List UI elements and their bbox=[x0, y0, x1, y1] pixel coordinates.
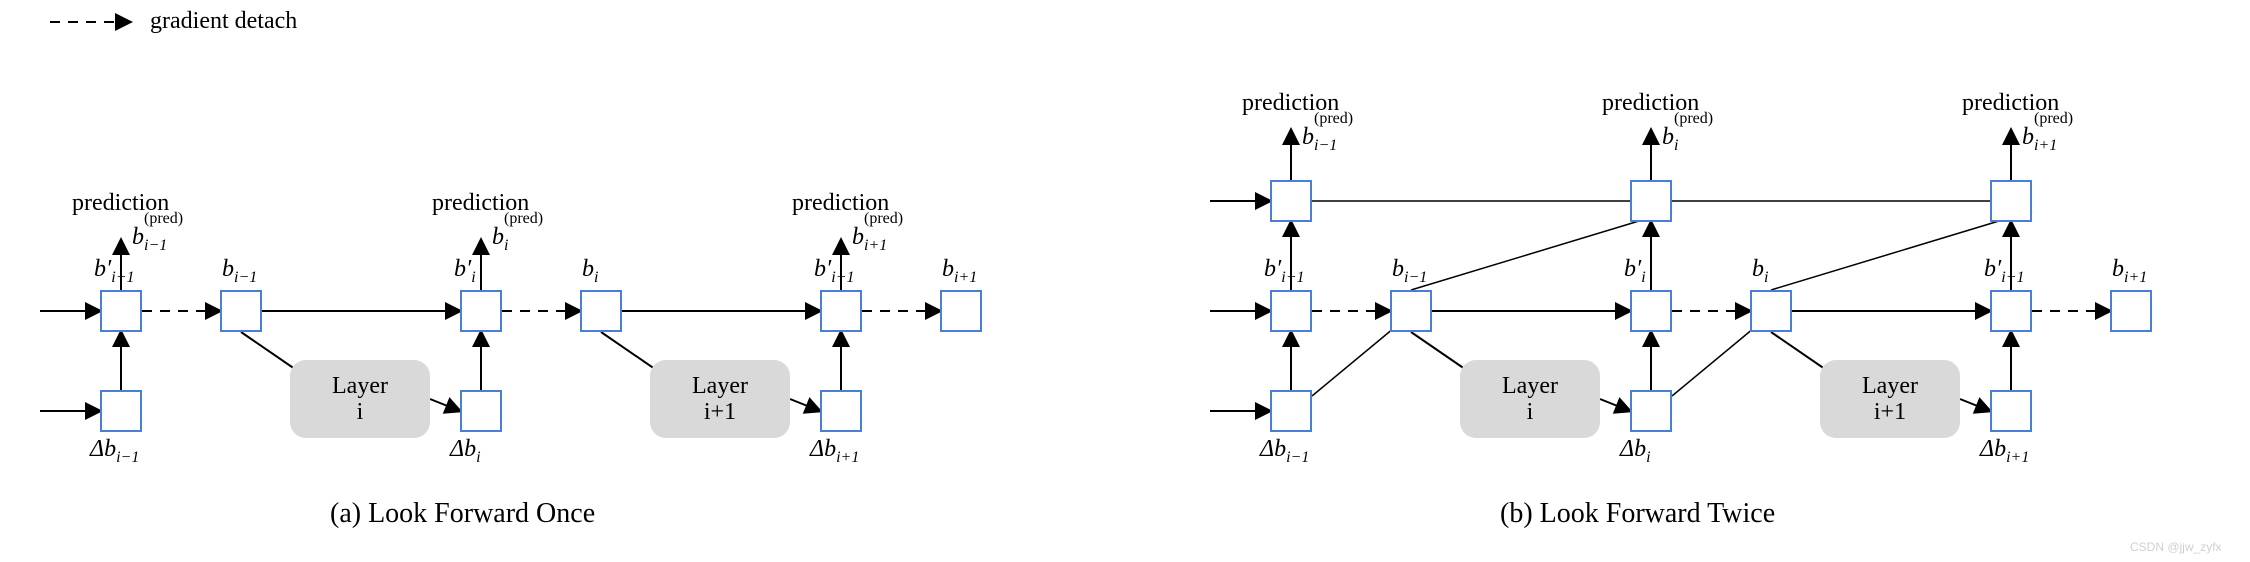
mid-box-1 bbox=[220, 290, 262, 332]
b-pred-label: b(pred)i bbox=[492, 224, 508, 251]
layer-label: Layer bbox=[1502, 373, 1558, 399]
delta-box-0 bbox=[100, 390, 142, 432]
mid-box-3 bbox=[1750, 290, 1792, 332]
top-box-2 bbox=[1630, 180, 1672, 222]
b-label: bi+1 bbox=[2112, 256, 2147, 283]
b-prime-label: b′i bbox=[1624, 256, 1646, 283]
b-label: bi bbox=[582, 256, 598, 283]
b-prime-label: b′i−1 bbox=[94, 256, 135, 283]
layer-block: Layeri bbox=[1460, 360, 1600, 438]
layer-index: i bbox=[1527, 399, 1534, 425]
layer-index: i+1 bbox=[704, 399, 736, 425]
mid-box-5 bbox=[2110, 290, 2152, 332]
delta-b-label: Δbi bbox=[450, 436, 481, 463]
b-label: bi bbox=[1752, 256, 1768, 283]
mid-box-0 bbox=[1270, 290, 1312, 332]
caption-b: (b) Look Forward Twice bbox=[1500, 498, 1775, 530]
delta-box-4 bbox=[820, 390, 862, 432]
b-pred-label: b(pred)i−1 bbox=[1302, 124, 1337, 151]
b-label: bi−1 bbox=[222, 256, 257, 283]
delta-b-label: Δbi−1 bbox=[90, 436, 139, 463]
mid-box-4 bbox=[820, 290, 862, 332]
layer-block: Layeri bbox=[290, 360, 430, 438]
b-pred-label: b(pred)i+1 bbox=[852, 224, 887, 251]
b-label: bi−1 bbox=[1392, 256, 1427, 283]
mid-box-1 bbox=[1390, 290, 1432, 332]
b-label: bi+1 bbox=[942, 256, 977, 283]
mid-box-2 bbox=[460, 290, 502, 332]
legend-gradient-detach: gradient detach bbox=[150, 8, 297, 35]
top-box-0 bbox=[1270, 180, 1312, 222]
layer-label: Layer bbox=[1862, 373, 1918, 399]
layer-label: Layer bbox=[332, 373, 388, 399]
layer-block: Layeri+1 bbox=[650, 360, 790, 438]
mid-box-5 bbox=[940, 290, 982, 332]
mid-box-3 bbox=[580, 290, 622, 332]
arrow-layer bbox=[0, 0, 2250, 562]
b-prime-label: b′i−1 bbox=[1264, 256, 1305, 283]
layer-index: i bbox=[357, 399, 364, 425]
layer-block: Layeri+1 bbox=[1820, 360, 1960, 438]
delta-b-label: Δbi−1 bbox=[1260, 436, 1309, 463]
b-pred-label: b(pred)i+1 bbox=[2022, 124, 2057, 151]
b-prime-label: b′i+1 bbox=[1984, 256, 2025, 283]
b-pred-label: b(pred)i bbox=[1662, 124, 1678, 151]
delta-b-label: Δbi bbox=[1620, 436, 1651, 463]
b-pred-label: b(pred)i−1 bbox=[132, 224, 167, 251]
delta-box-2 bbox=[1630, 390, 1672, 432]
watermark: CSDN @jjw_zyfx bbox=[2130, 540, 2222, 554]
delta-b-label: Δbi+1 bbox=[1980, 436, 2029, 463]
delta-box-0 bbox=[1270, 390, 1312, 432]
mid-box-0 bbox=[100, 290, 142, 332]
layer-label: Layer bbox=[692, 373, 748, 399]
delta-b-label: Δbi+1 bbox=[810, 436, 859, 463]
mid-box-2 bbox=[1630, 290, 1672, 332]
layer-index: i+1 bbox=[1874, 399, 1906, 425]
b-prime-label: b′i bbox=[454, 256, 476, 283]
delta-box-2 bbox=[460, 390, 502, 432]
b-prime-label: b′i+1 bbox=[814, 256, 855, 283]
mid-box-4 bbox=[1990, 290, 2032, 332]
top-box-4 bbox=[1990, 180, 2032, 222]
caption-a: (a) Look Forward Once bbox=[330, 498, 595, 530]
delta-box-4 bbox=[1990, 390, 2032, 432]
